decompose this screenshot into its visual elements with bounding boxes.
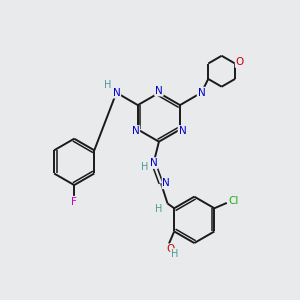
Text: N: N xyxy=(155,85,163,96)
Text: O: O xyxy=(167,244,175,254)
Text: O: O xyxy=(236,57,244,67)
Text: N: N xyxy=(132,126,139,136)
Text: N: N xyxy=(197,88,205,98)
Text: N: N xyxy=(178,126,186,136)
Text: H: H xyxy=(171,249,178,259)
Text: N: N xyxy=(112,88,120,98)
Text: N: N xyxy=(150,158,158,168)
Text: F: F xyxy=(71,197,77,207)
Text: H: H xyxy=(104,80,112,90)
Text: Cl: Cl xyxy=(229,196,239,206)
Text: H: H xyxy=(155,204,162,214)
Text: H: H xyxy=(141,162,148,172)
Text: N: N xyxy=(163,178,170,188)
